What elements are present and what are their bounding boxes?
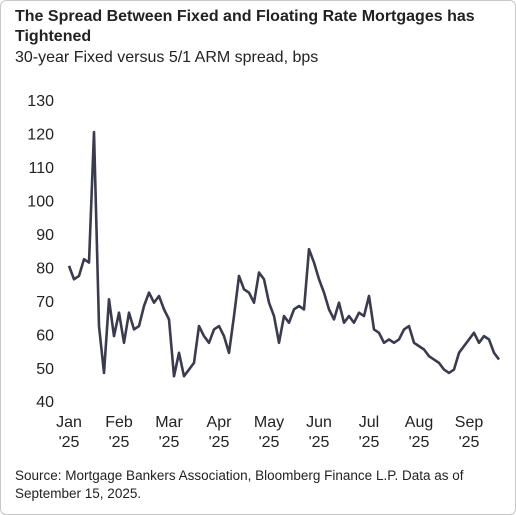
y-tick-label: 70 (36, 294, 54, 311)
data-line (67, 130, 501, 378)
x-tick-label: May '25 (253, 414, 285, 451)
y-tick-label: 130 (27, 93, 54, 110)
source-note: Source: Mortgage Bankers Association, Bl… (15, 468, 464, 501)
y-tick-label: 90 (36, 227, 54, 244)
y-tick-label: 50 (36, 361, 54, 378)
y-tick-label: 100 (27, 194, 54, 211)
x-tick-label: Aug '25 (404, 414, 434, 451)
x-tick-label: Mar '25 (155, 414, 183, 451)
chart-title: The Spread Between Fixed and Floating Ra… (15, 8, 475, 45)
x-tick-label: Feb '25 (105, 414, 133, 451)
x-tick-label: Jul '25 (358, 414, 380, 451)
x-tick-label: Sep '25 (454, 414, 484, 451)
y-tick-label: 60 (36, 327, 54, 344)
x-tick-label: Apr '25 (206, 414, 232, 451)
x-tick-label: Jan '25 (56, 414, 82, 451)
y-tick-label: 80 (36, 260, 54, 277)
y-tick-label: 120 (27, 127, 54, 144)
y-tick-label: 110 (28, 160, 54, 177)
x-tick-label: Jun '25 (306, 414, 332, 451)
chart-subtitle: 30-year Fixed versus 5/1 ARM spread, bps (15, 49, 319, 66)
y-tick-label: 40 (36, 394, 54, 411)
